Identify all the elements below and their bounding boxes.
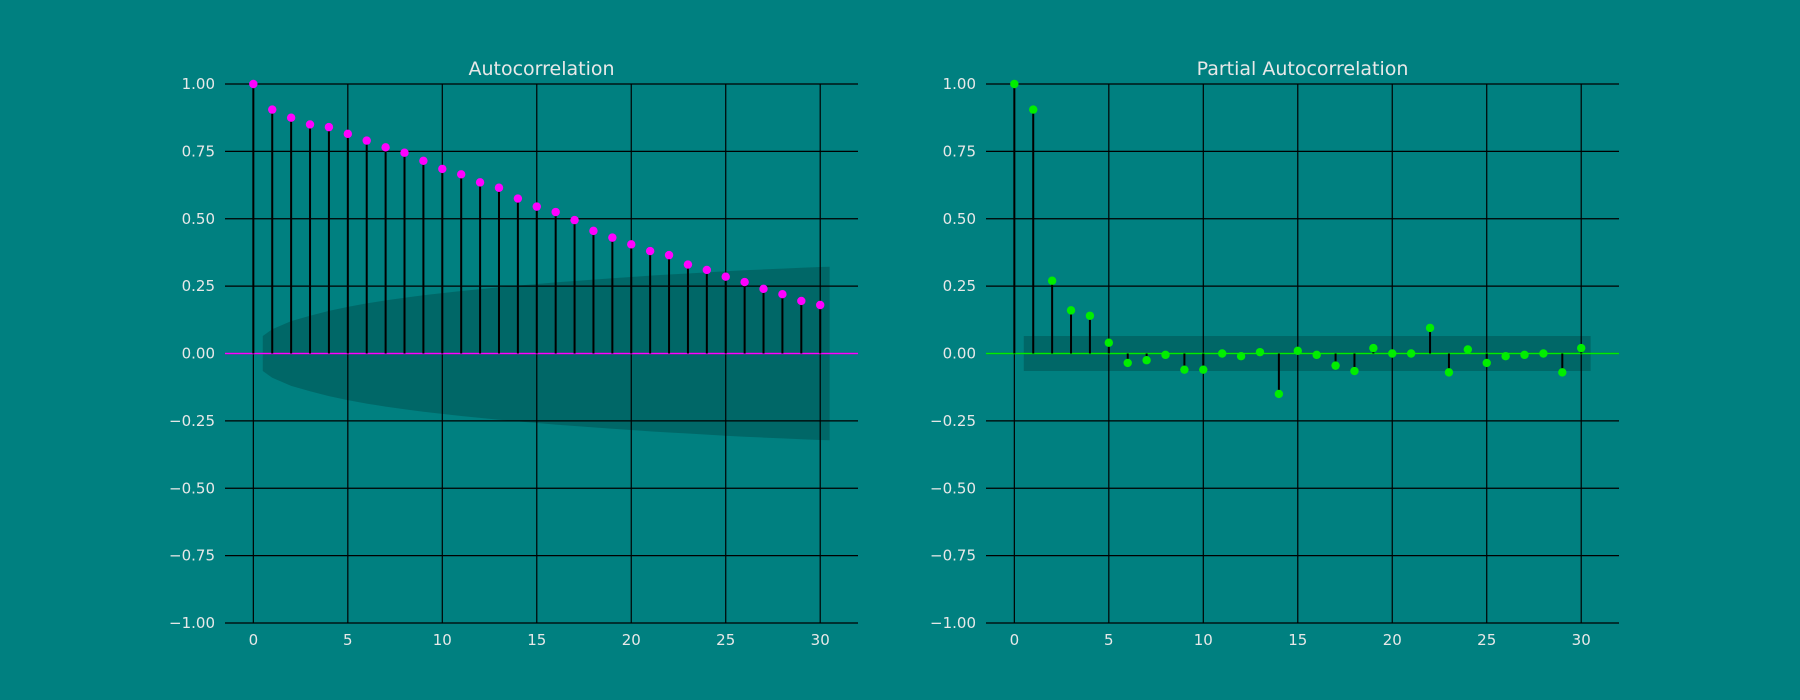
- pacf-ytick-label: 0.00: [943, 345, 976, 363]
- pacf-marker: [1406, 349, 1416, 358]
- acf-xtick-label: 5: [343, 631, 353, 649]
- pacf-ytick-label: −1.00: [930, 614, 976, 632]
- pacf-marker: [1425, 323, 1435, 333]
- acf-marker: [400, 148, 409, 157]
- pacf-xtick-label: 0: [1010, 631, 1020, 649]
- pacf-marker: [1104, 338, 1114, 347]
- acf-marker: [759, 284, 768, 294]
- pacf-ytick-label: 0.50: [943, 210, 976, 228]
- pacf-marker: [1444, 368, 1454, 377]
- acf-marker: [721, 272, 730, 281]
- acf-marker: [362, 136, 371, 145]
- pacf-marker: [1085, 311, 1095, 320]
- acf-marker: [419, 156, 428, 166]
- pacf-xtick-label: 25: [1477, 631, 1496, 649]
- acf-marker: [286, 113, 296, 122]
- pacf-marker: [1388, 349, 1397, 358]
- acf-panel: Autocorrelation 1.00 0.75 0.50 0.25 0.00 −0.2…: [169, 58, 858, 649]
- acf-ytick-label: −0.50: [169, 479, 215, 497]
- acf-xtick-label: 10: [433, 631, 452, 649]
- acf-marker: [494, 183, 504, 192]
- acf-ytick-label: 0.00: [182, 345, 215, 363]
- pacf-xtick-label: 15: [1288, 631, 1307, 649]
- acf-marker: [740, 277, 749, 287]
- acf-marker: [797, 296, 806, 306]
- acf-xtick-label: 20: [622, 631, 641, 649]
- pacf-ytick-label: −0.25: [930, 412, 976, 430]
- acf-marker: [532, 202, 541, 211]
- acf-ytick-label: 0.75: [182, 142, 215, 160]
- acf-marker: [305, 120, 315, 129]
- acf-marker: [589, 226, 598, 236]
- acf-ytick-label: 0.25: [182, 277, 215, 295]
- pacf-marker: [1577, 343, 1586, 353]
- pacf-ytick-label: −0.50: [930, 479, 976, 497]
- acf-ytick-label: −0.75: [169, 547, 215, 565]
- pacf-marker: [1217, 349, 1227, 358]
- acf-xtick-label: 25: [716, 631, 735, 649]
- pacf-marker: [1350, 366, 1359, 376]
- pacf-marker: [1123, 358, 1132, 368]
- acf-ytick-label: 0.50: [182, 210, 215, 228]
- acf-marker: [324, 122, 334, 132]
- acf-ytick-label: −0.25: [169, 412, 215, 430]
- pacf-marker: [1331, 361, 1340, 370]
- acf-marker: [513, 194, 523, 203]
- pacf-ytick-label: 1.00: [943, 75, 976, 93]
- pacf-marker: [1463, 345, 1473, 354]
- pacf-title: Partial Autocorrelation: [1197, 58, 1409, 80]
- pacf-xtick-label: 10: [1194, 631, 1213, 649]
- pacf-marker: [1539, 349, 1548, 358]
- acf-marker: [627, 240, 636, 249]
- acf-title: Autocorrelation: [468, 58, 614, 80]
- pacf-marker: [1312, 350, 1321, 360]
- pacf-marker: [1010, 79, 1019, 89]
- pacf-marker: [1501, 351, 1510, 361]
- acf-marker: [456, 170, 466, 179]
- acf-ytick-label: −1.00: [169, 614, 215, 632]
- acf-ytick-label: 1.00: [182, 75, 215, 93]
- pacf-xtick-label: 5: [1104, 631, 1114, 649]
- acf-marker: [664, 250, 674, 260]
- acf-marker: [816, 300, 825, 310]
- acf-xtick-label: 15: [527, 631, 546, 649]
- pacf-marker: [1047, 276, 1057, 285]
- pacf-ytick-label: −0.75: [930, 547, 976, 565]
- pacf-marker: [1029, 105, 1038, 114]
- acf-marker: [343, 129, 353, 139]
- acf-marker: [778, 290, 787, 299]
- acf-marker: [702, 265, 712, 275]
- acf-marker: [570, 215, 579, 225]
- acf-marker: [438, 164, 447, 174]
- pacf-marker: [1369, 343, 1378, 353]
- pacf-marker: [1236, 351, 1246, 361]
- pacf-marker: [1274, 389, 1284, 399]
- pacf-marker: [1066, 306, 1076, 315]
- pacf-xtick-label: 30: [1572, 631, 1591, 649]
- pacf-ytick-label: 0.25: [943, 277, 976, 295]
- acf-marker: [645, 246, 655, 256]
- acf-xtick-label: 30: [811, 631, 830, 649]
- pacf-panel: Partial Autocorrelation 1.00 0.75 0.50 0.25…: [930, 58, 1619, 649]
- acf-marker: [475, 178, 485, 187]
- acf-marker: [249, 79, 258, 89]
- pacf-marker: [1558, 368, 1567, 377]
- acf-marker: [268, 105, 277, 114]
- pacf-marker: [1293, 346, 1302, 356]
- acf-marker: [683, 260, 693, 269]
- acf-marker: [551, 207, 560, 217]
- pacf-ytick-label: 0.75: [943, 142, 976, 160]
- acf-xtick-label: 0: [249, 631, 259, 649]
- pacf-xtick-label: 20: [1383, 631, 1402, 649]
- pacf-marker: [1482, 358, 1491, 368]
- pacf-marker: [1199, 365, 1208, 374]
- pacf-marker: [1180, 365, 1189, 374]
- pacf-marker: [1161, 350, 1170, 360]
- pacf-marker: [1255, 347, 1265, 357]
- acf-marker: [608, 233, 617, 242]
- pacf-marker: [1142, 356, 1151, 365]
- pacf-marker: [1520, 350, 1529, 360]
- acf-marker: [381, 143, 390, 152]
